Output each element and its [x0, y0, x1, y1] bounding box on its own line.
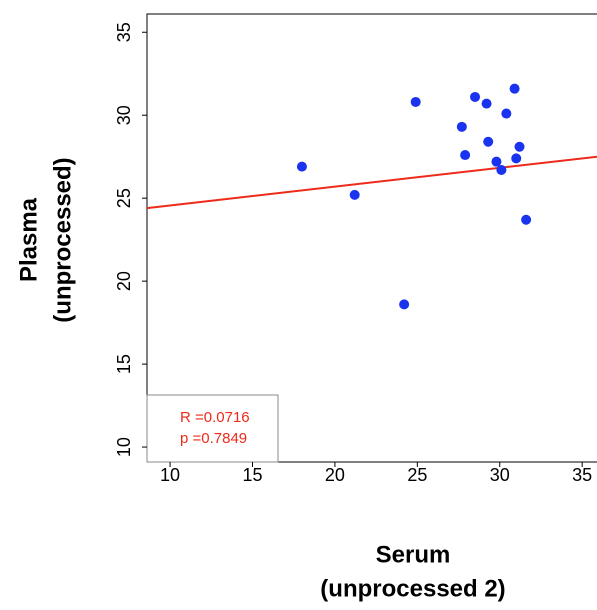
y-axis-label: (unprocessed) — [49, 157, 76, 322]
y-tick-label: 10 — [114, 437, 134, 457]
x-tick-label: 35 — [572, 465, 592, 485]
point — [399, 299, 410, 310]
y-tick-label: 15 — [114, 354, 134, 374]
x-tick-label: 25 — [407, 465, 427, 485]
point — [509, 83, 520, 94]
x-tick-label: 10 — [160, 465, 180, 485]
annotation: R =0.0716 — [180, 409, 250, 426]
x-axis-label: Serum — [376, 541, 451, 568]
annotation: p =0.7849 — [180, 430, 247, 447]
x-tick-label: 15 — [242, 465, 262, 485]
y-tick-label: 20 — [114, 271, 134, 291]
point — [496, 164, 507, 175]
point — [514, 141, 525, 152]
point — [491, 156, 502, 167]
fit-line — [146, 155, 597, 210]
y-tick-label: 25 — [114, 188, 134, 208]
point — [470, 91, 481, 102]
annotation-box — [146, 394, 279, 463]
y-tick-label: 35 — [114, 22, 134, 42]
x-tick-label: 20 — [325, 465, 345, 485]
point — [511, 153, 522, 164]
point — [521, 214, 532, 225]
point — [410, 96, 421, 107]
point — [501, 108, 512, 119]
point — [481, 98, 492, 109]
y-axis-label: Plasma — [15, 197, 42, 282]
point — [456, 121, 467, 132]
plot-frame — [146, 13, 597, 463]
x-tick-label: 30 — [490, 465, 510, 485]
point — [460, 150, 471, 161]
point — [296, 161, 307, 172]
y-tick-label: 30 — [114, 105, 134, 125]
x-axis-label: (unprocessed 2) — [320, 575, 505, 602]
point — [483, 136, 494, 147]
point — [349, 189, 360, 200]
